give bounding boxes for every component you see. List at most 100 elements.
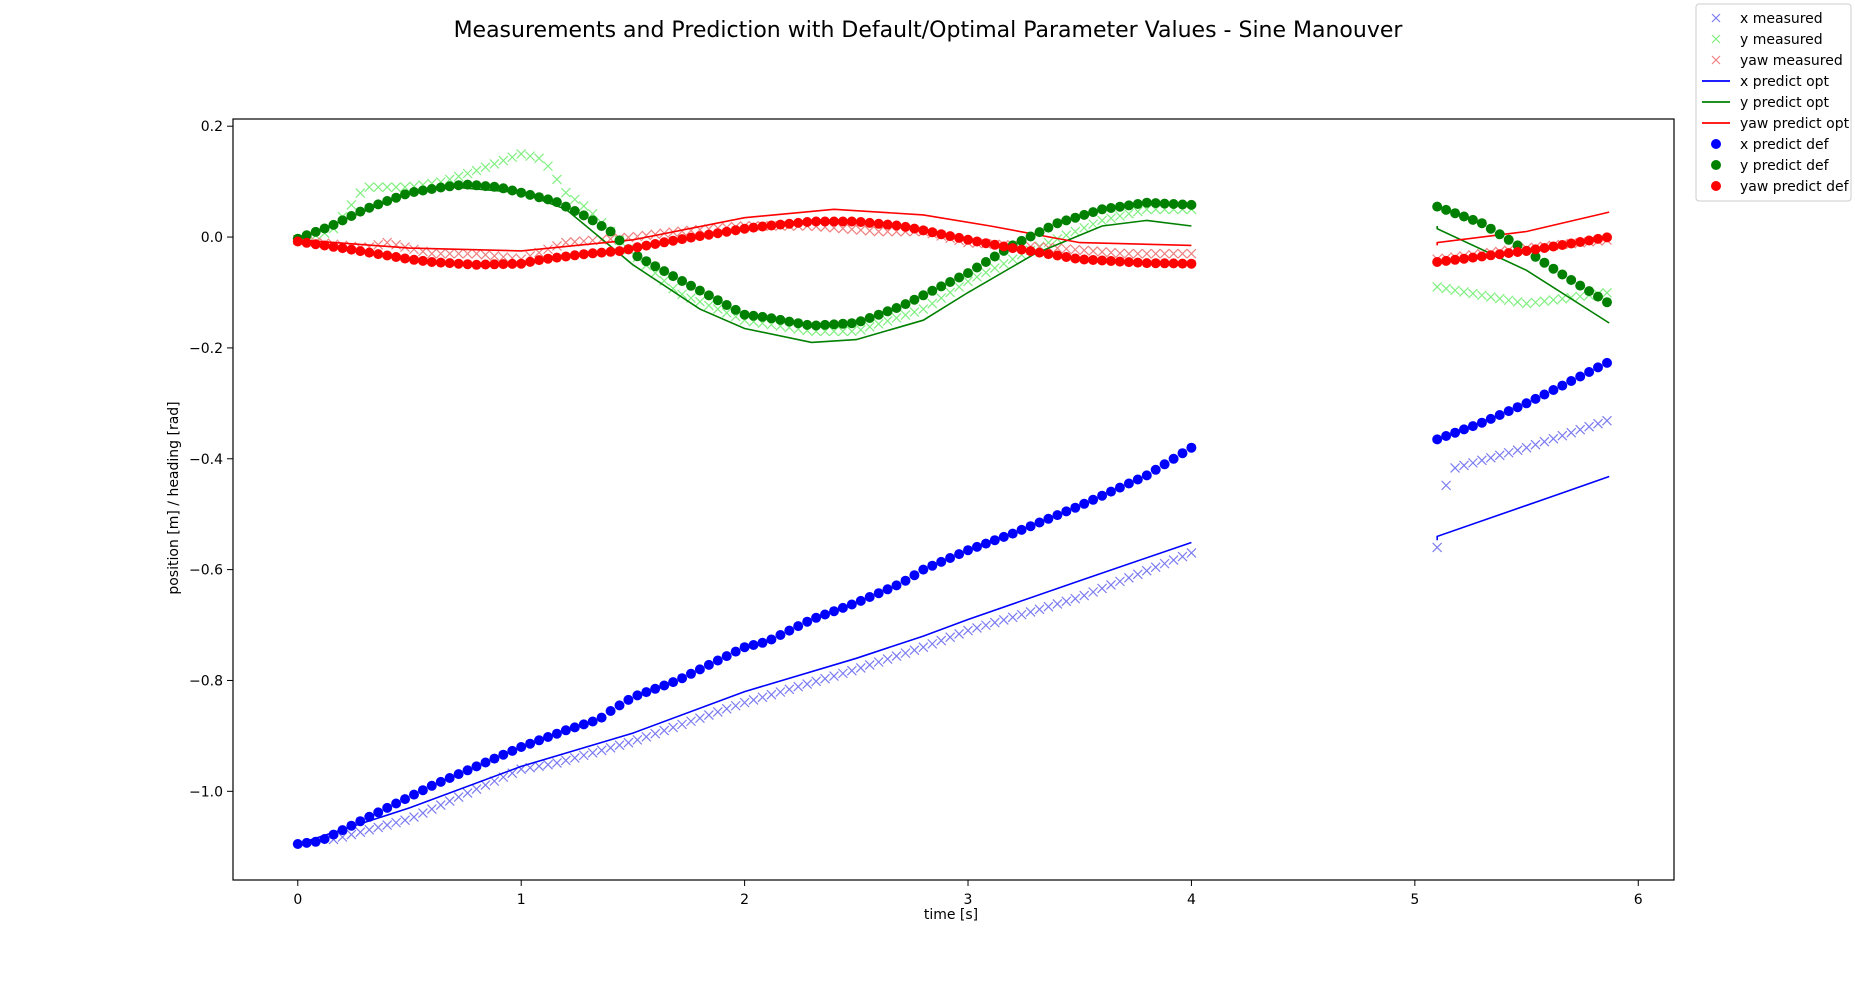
data-point — [873, 588, 884, 599]
data-point — [1593, 291, 1603, 302]
data-point — [846, 224, 857, 235]
data-point — [453, 792, 464, 803]
legend-entry: yaw predict def — [1711, 179, 1850, 195]
data-point — [516, 258, 527, 269]
data-point — [1602, 287, 1612, 298]
data-point — [945, 277, 956, 287]
data-point — [569, 250, 580, 261]
data-point — [596, 712, 607, 723]
data-point — [1088, 219, 1099, 230]
data-point — [918, 225, 929, 236]
data-point — [668, 271, 679, 282]
data-point — [1485, 250, 1496, 261]
data-point — [1539, 243, 1550, 253]
data-point — [918, 304, 929, 315]
data-point — [900, 299, 911, 310]
data-point — [1061, 506, 1072, 517]
data-point — [534, 192, 545, 203]
data-point — [1025, 231, 1036, 242]
data-point — [1512, 296, 1523, 307]
data-point — [1106, 579, 1116, 590]
data-point — [972, 541, 982, 552]
data-point — [775, 630, 786, 640]
data-point — [668, 283, 679, 294]
data-point — [882, 306, 893, 317]
data-point — [382, 196, 393, 206]
data-point — [507, 258, 518, 269]
data-point — [1088, 207, 1099, 218]
data-point — [319, 240, 330, 251]
data-point — [1088, 587, 1099, 597]
data-point — [489, 259, 500, 270]
data-point — [1177, 248, 1188, 259]
data-point — [534, 761, 544, 772]
data-point — [1043, 513, 1054, 524]
data-point — [936, 281, 947, 292]
data-point — [1450, 427, 1461, 438]
data-point — [301, 230, 312, 241]
data-point — [1450, 285, 1460, 296]
data-point — [1467, 252, 1478, 263]
data-point — [721, 226, 732, 237]
data-point — [1186, 258, 1197, 269]
data-point — [820, 609, 830, 620]
data-point — [891, 651, 902, 662]
data-point — [1016, 244, 1027, 255]
data-point — [972, 236, 982, 247]
chart-title: Measurements and Prediction with Default… — [454, 18, 1404, 43]
data-point — [364, 202, 375, 213]
data-point — [301, 237, 312, 248]
data-point — [623, 694, 634, 705]
plot-area — [292, 148, 1612, 849]
data-point — [507, 745, 518, 756]
data-point — [1186, 548, 1197, 558]
data-point — [1539, 389, 1550, 400]
data-point — [1186, 248, 1197, 259]
data-point — [1168, 555, 1179, 566]
data-point — [703, 290, 714, 301]
data-point — [346, 820, 357, 831]
data-point — [954, 628, 965, 639]
data-point — [507, 185, 518, 196]
legend-entry: y predict opt — [1702, 95, 1830, 111]
data-point — [1061, 596, 1072, 607]
data-point — [882, 219, 893, 230]
data-point — [784, 218, 795, 229]
data-point — [1485, 291, 1496, 302]
data-point — [757, 221, 768, 232]
data-point — [748, 695, 759, 705]
data-point — [1132, 248, 1143, 259]
data-point — [668, 722, 679, 733]
data-point — [543, 244, 553, 255]
data-point — [1530, 297, 1541, 308]
data-point — [980, 257, 991, 267]
data-point — [552, 241, 562, 251]
data-point — [739, 223, 750, 234]
legend-label: yaw measured — [1740, 53, 1843, 69]
data-point — [1450, 208, 1461, 219]
data-point — [453, 248, 464, 259]
data-point — [695, 713, 705, 724]
data-point — [873, 218, 884, 229]
data-point — [1432, 282, 1443, 292]
data-point — [587, 248, 598, 259]
data-point — [1584, 286, 1595, 297]
data-point — [391, 192, 402, 203]
data-point — [552, 174, 562, 185]
data-point — [1114, 201, 1125, 212]
data-point — [1034, 517, 1045, 528]
data-point — [498, 155, 509, 166]
data-point — [1476, 455, 1487, 466]
data-point — [1441, 431, 1452, 441]
data-point — [703, 710, 714, 720]
data-point — [1177, 199, 1188, 210]
data-point — [1159, 459, 1170, 470]
data-point — [578, 210, 589, 221]
data-point — [1034, 604, 1045, 615]
data-point — [1494, 249, 1505, 260]
data-point — [489, 181, 500, 192]
data-point — [739, 697, 750, 708]
data-point — [802, 616, 813, 627]
data-point — [543, 253, 553, 264]
data-point — [328, 829, 339, 840]
